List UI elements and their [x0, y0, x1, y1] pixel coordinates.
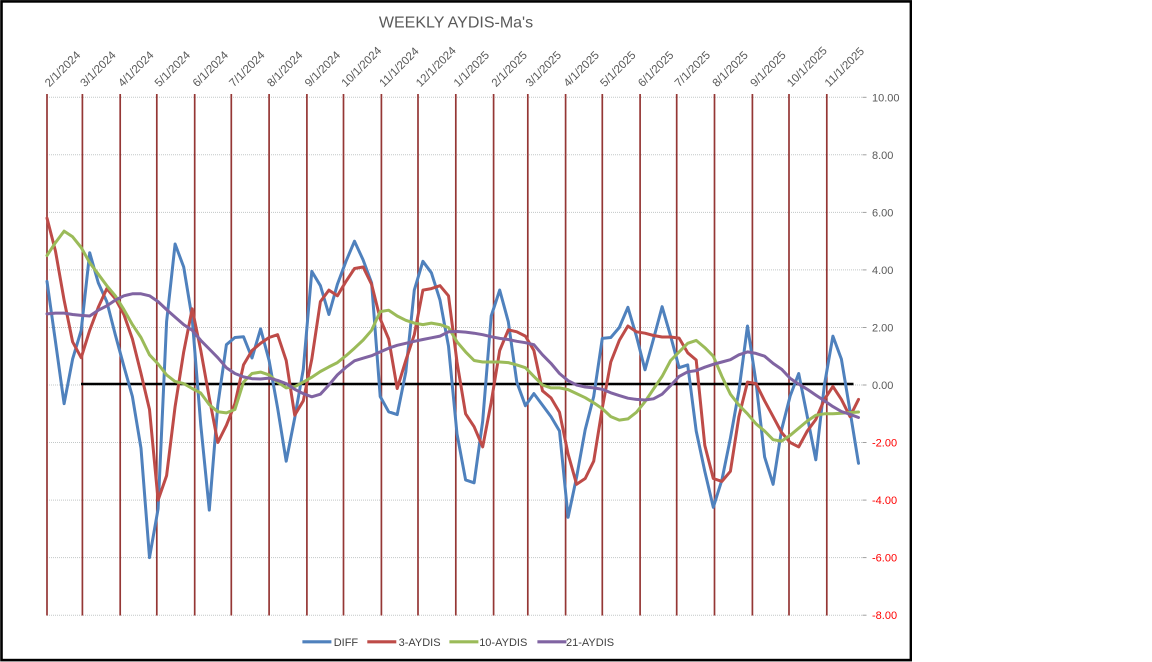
svg-text:21-AYDIS: 21-AYDIS: [566, 637, 614, 649]
svg-text:-8.00: -8.00: [872, 610, 897, 622]
svg-text:3-AYDIS: 3-AYDIS: [399, 637, 441, 649]
svg-text:-4.00: -4.00: [872, 495, 897, 507]
svg-text:0.00: 0.00: [872, 380, 893, 392]
svg-text:6.00: 6.00: [872, 207, 893, 219]
svg-text:DIFF: DIFF: [334, 637, 359, 649]
svg-text:-2.00: -2.00: [872, 438, 897, 450]
svg-text:2.00: 2.00: [872, 323, 893, 335]
svg-text:10-AYDIS: 10-AYDIS: [479, 637, 527, 649]
svg-text:4.00: 4.00: [872, 265, 893, 277]
svg-text:8.00: 8.00: [872, 150, 893, 162]
svg-text:10.00: 10.00: [872, 92, 900, 104]
svg-text:-6.00: -6.00: [872, 553, 897, 565]
svg-text:WEEKLY AYDIS-Ma's: WEEKLY AYDIS-Ma's: [379, 15, 533, 32]
